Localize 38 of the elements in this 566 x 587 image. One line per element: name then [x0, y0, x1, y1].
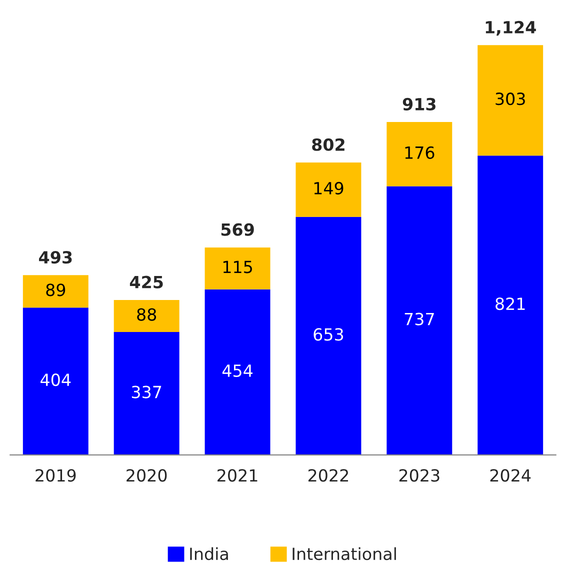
bar: [386, 186, 452, 455]
data-label: 821: [496, 297, 525, 310]
bar: [296, 162, 362, 217]
total-label: 913: [402, 98, 436, 110]
total-label: 569: [221, 223, 254, 236]
bar: [478, 156, 544, 455]
x-tick-label: 2019: [36, 469, 76, 482]
total-label: 493: [39, 250, 72, 264]
data-label: 454: [222, 364, 252, 377]
bar: [22, 275, 88, 308]
x-tick-label: 2020: [126, 469, 167, 482]
data-label: 115: [223, 260, 252, 274]
bar: [296, 216, 362, 455]
bar: [478, 45, 544, 156]
total-label: 1,124: [486, 20, 536, 36]
x-tick-label: 2021: [218, 469, 258, 482]
data-label: 89: [46, 284, 66, 296]
data-label: 88: [137, 308, 156, 321]
data-label: 337: [132, 386, 162, 398]
data-label: 404: [40, 374, 71, 386]
data-label: 737: [404, 312, 434, 326]
data-label: 176: [405, 146, 434, 159]
x-tick-label: 2023: [399, 469, 440, 482]
legend-label: International: [292, 547, 396, 560]
data-label: 303: [496, 92, 525, 106]
bar: [386, 122, 452, 186]
total-label: 802: [312, 138, 344, 151]
bar: [114, 332, 180, 455]
legend-label: India: [190, 547, 228, 560]
bar: [114, 300, 180, 332]
data-label: 653: [314, 328, 344, 341]
total-label: 425: [130, 276, 163, 288]
bar: [22, 308, 88, 455]
x-tick-label: 2024: [490, 469, 531, 482]
bar: [204, 289, 270, 455]
x-tick-label: 2022: [308, 469, 348, 482]
data-label: 149: [314, 182, 344, 194]
bar: [204, 247, 270, 290]
